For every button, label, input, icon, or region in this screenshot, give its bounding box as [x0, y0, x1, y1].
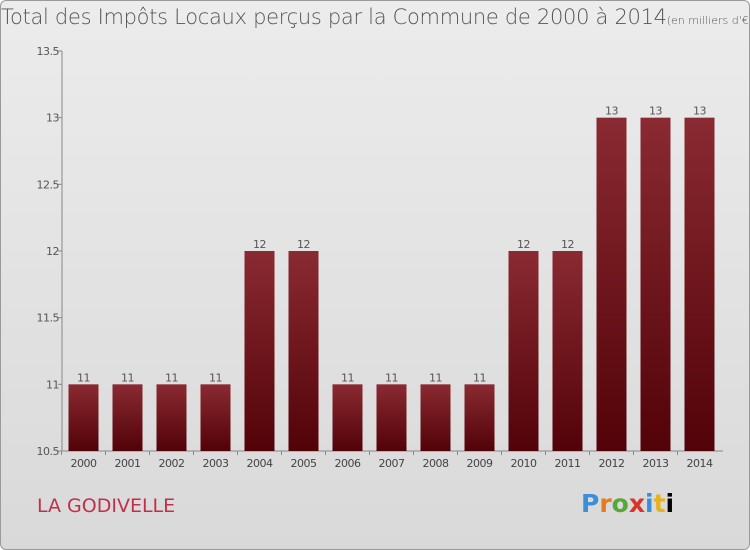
bar-value-label: 12 [253, 238, 266, 251]
x-tick-label: 2014 [687, 457, 713, 470]
bar-value-label: 13 [693, 105, 706, 118]
y-tick-label: 11 [46, 378, 59, 391]
bar [508, 251, 539, 451]
x-tick-label: 2008 [423, 457, 449, 470]
bar [552, 251, 583, 451]
bar-value-label: 11 [341, 371, 354, 384]
bar-value-label: 11 [385, 371, 398, 384]
bar-value-label: 13 [605, 105, 618, 118]
x-tick-label: 2011 [555, 457, 581, 470]
bar [332, 384, 363, 451]
bar [68, 384, 99, 451]
bar-value-label: 11 [165, 371, 178, 384]
bar [288, 251, 319, 451]
bar-value-label: 11 [209, 371, 222, 384]
bar [376, 384, 407, 451]
bar [640, 117, 671, 452]
x-tick-label: 2009 [467, 457, 493, 470]
x-tick-label: 2013 [643, 457, 669, 470]
bar-value-label: 11 [77, 371, 90, 384]
bar [112, 384, 143, 451]
y-tick-label: 13 [46, 112, 59, 125]
bar [420, 384, 451, 451]
x-tick-label: 2001 [115, 457, 141, 470]
y-tick-label: 11.5 [37, 312, 60, 325]
chart-title-text: Total des Impôts Locaux perçus par la Co… [1, 5, 667, 29]
y-tick-label: 12 [46, 245, 59, 258]
bar-value-label: 12 [517, 238, 530, 251]
chart-title-unit: (en milliers d'€) [666, 14, 750, 27]
bar [596, 117, 627, 452]
bar-value-label: 12 [297, 238, 310, 251]
x-tick-label: 2006 [335, 457, 361, 470]
bar [200, 384, 231, 451]
commune-name: LA GODIVELLE [37, 495, 176, 517]
x-tick-label: 2007 [379, 457, 405, 470]
y-tick-label: 12.5 [37, 178, 60, 191]
proxiti-logo: Proxiti [581, 489, 675, 518]
y-tick-label: 10.5 [37, 445, 60, 458]
x-tick-label: 2003 [203, 457, 229, 470]
x-tick-label: 2004 [247, 457, 273, 470]
x-tick-label: 2010 [511, 457, 537, 470]
bar [684, 117, 715, 452]
bar-value-label: 11 [121, 371, 134, 384]
y-tick-label: 13.5 [37, 45, 60, 58]
chart-title: Total des Impôts Locaux perçus par la Co… [1, 5, 749, 29]
bar-value-label: 12 [561, 238, 574, 251]
bar-value-label: 13 [649, 105, 662, 118]
x-tick-label: 2002 [159, 457, 185, 470]
x-tick-label: 2000 [71, 457, 97, 470]
bar [244, 251, 275, 451]
bar-value-label: 11 [473, 371, 486, 384]
bar-value-label: 11 [429, 371, 442, 384]
bar [464, 384, 495, 451]
x-tick-label: 2005 [291, 457, 317, 470]
x-tick-label: 2012 [599, 457, 625, 470]
bar [156, 384, 187, 451]
